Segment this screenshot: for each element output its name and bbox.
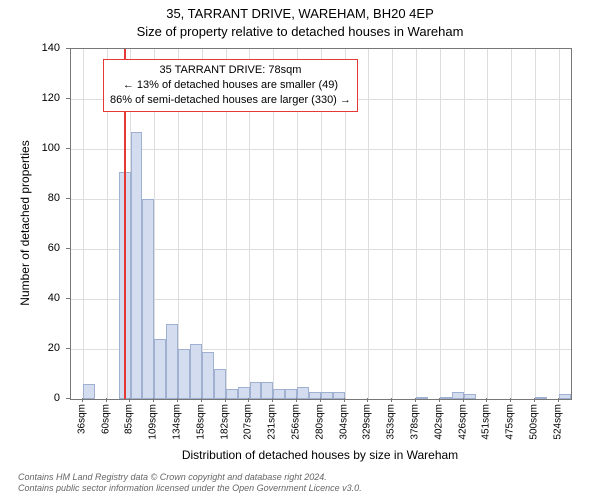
annotation-box: 35 TARRANT DRIVE: 78sqm← 13% of detached…: [103, 59, 358, 112]
xtick: [510, 398, 511, 402]
xtick: [367, 398, 368, 402]
ytick-label: 140: [42, 42, 60, 54]
xtick-label: 304sqm: [338, 404, 349, 440]
xtick: [463, 398, 464, 402]
xtick-label: 36sqm: [76, 404, 87, 434]
vgrid: [487, 49, 488, 399]
vgrid: [464, 49, 465, 399]
xtick-label: 353sqm: [386, 404, 397, 440]
xtick-label: 182sqm: [219, 404, 230, 440]
vgrid: [83, 49, 84, 399]
xtick: [391, 398, 392, 402]
xtick: [320, 398, 321, 402]
xtick: [82, 398, 83, 402]
xtick: [153, 398, 154, 402]
xtick-label: 280sqm: [314, 404, 325, 440]
xtick-label: 207sqm: [243, 404, 254, 440]
xtick-label: 60sqm: [100, 404, 111, 434]
xtick: [415, 398, 416, 402]
annotation-line: 35 TARRANT DRIVE: 78sqm: [110, 63, 351, 78]
xtick-label: 256sqm: [290, 404, 301, 440]
annotation-line: 86% of semi-detached houses are larger (…: [110, 93, 351, 108]
histogram-bar: [142, 199, 154, 399]
xtick-label: 524sqm: [552, 404, 563, 440]
ytick-label: 80: [48, 192, 60, 204]
title-subtitle: Size of property relative to detached ho…: [0, 24, 600, 39]
xtick: [296, 398, 297, 402]
title-address: 35, TARRANT DRIVE, WAREHAM, BH20 4EP: [0, 6, 600, 21]
histogram-bar: [131, 132, 143, 400]
xtick-label: 134sqm: [171, 404, 182, 440]
xtick: [439, 398, 440, 402]
vgrid: [559, 49, 560, 399]
plot-area: 35 TARRANT DRIVE: 78sqm← 13% of detached…: [70, 48, 572, 400]
xtick: [272, 398, 273, 402]
vgrid: [511, 49, 512, 399]
histogram-bar: [202, 352, 214, 400]
xtick: [106, 398, 107, 402]
xtick-label: 231sqm: [267, 404, 278, 440]
histogram-bar: [190, 344, 202, 399]
histogram-bar: [154, 339, 166, 399]
vgrid: [416, 49, 417, 399]
xtick: [225, 398, 226, 402]
xtick-label: 85sqm: [124, 404, 135, 434]
ytick-label: 60: [48, 242, 60, 254]
ytick-label: 20: [48, 342, 60, 354]
yaxis-ticklabels: 020406080100120140: [0, 48, 66, 398]
ytick-label: 0: [54, 392, 60, 404]
xtick: [558, 398, 559, 402]
vgrid: [392, 49, 393, 399]
footer-line2: Contains public sector information licen…: [18, 483, 590, 494]
ytick-label: 100: [42, 142, 60, 154]
histogram-bar: [261, 382, 273, 400]
xtick: [201, 398, 202, 402]
xtick-label: 426sqm: [457, 404, 468, 440]
ytick-label: 120: [42, 92, 60, 104]
histogram-bar: [178, 349, 190, 399]
xtick-label: 500sqm: [529, 404, 540, 440]
vgrid: [535, 49, 536, 399]
xtick-label: 158sqm: [195, 404, 206, 440]
histogram-bar: [214, 369, 226, 399]
footer-credit: Contains HM Land Registry data © Crown c…: [18, 472, 590, 495]
xtick: [129, 398, 130, 402]
xtick-label: 109sqm: [148, 404, 159, 440]
xtick-label: 378sqm: [410, 404, 421, 440]
xtick: [177, 398, 178, 402]
vgrid: [368, 49, 369, 399]
xtick: [344, 398, 345, 402]
xtick-label: 475sqm: [505, 404, 516, 440]
vgrid: [440, 49, 441, 399]
histogram-bar: [83, 384, 95, 399]
xtick-label: 402sqm: [433, 404, 444, 440]
footer-line1: Contains HM Land Registry data © Crown c…: [18, 472, 590, 483]
ytick-label: 40: [48, 292, 60, 304]
annotation-line: ← 13% of detached houses are smaller (49…: [110, 78, 351, 93]
histogram-bar: [166, 324, 178, 399]
xtick-label: 329sqm: [362, 404, 373, 440]
xaxis-title: Distribution of detached houses by size …: [70, 448, 570, 462]
histogram-bar: [250, 382, 262, 400]
chart-container: 35, TARRANT DRIVE, WAREHAM, BH20 4EP Siz…: [0, 0, 600, 500]
xtick: [534, 398, 535, 402]
xtick: [486, 398, 487, 402]
xtick-label: 451sqm: [481, 404, 492, 440]
xtick: [248, 398, 249, 402]
